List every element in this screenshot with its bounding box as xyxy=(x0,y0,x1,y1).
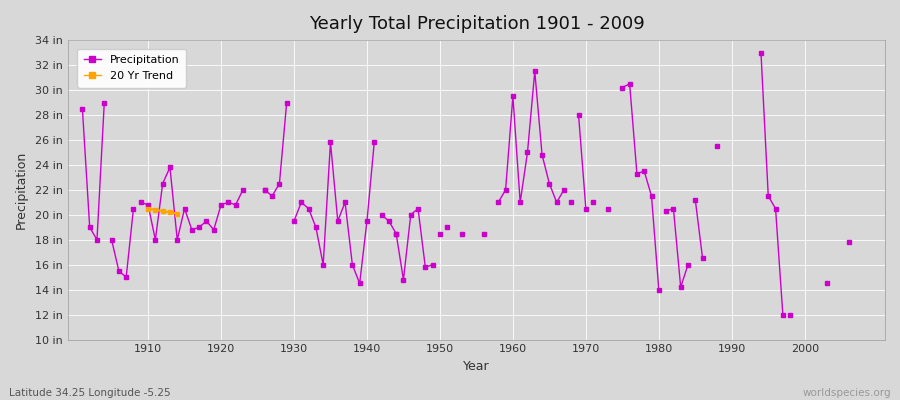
Legend: Precipitation, 20 Yr Trend: Precipitation, 20 Yr Trend xyxy=(77,49,186,88)
Title: Yearly Total Precipitation 1901 - 2009: Yearly Total Precipitation 1901 - 2009 xyxy=(309,15,644,33)
X-axis label: Year: Year xyxy=(464,360,490,373)
Y-axis label: Precipitation: Precipitation xyxy=(15,151,28,229)
Text: worldspecies.org: worldspecies.org xyxy=(803,388,891,398)
Text: Latitude 34.25 Longitude -5.25: Latitude 34.25 Longitude -5.25 xyxy=(9,388,171,398)
